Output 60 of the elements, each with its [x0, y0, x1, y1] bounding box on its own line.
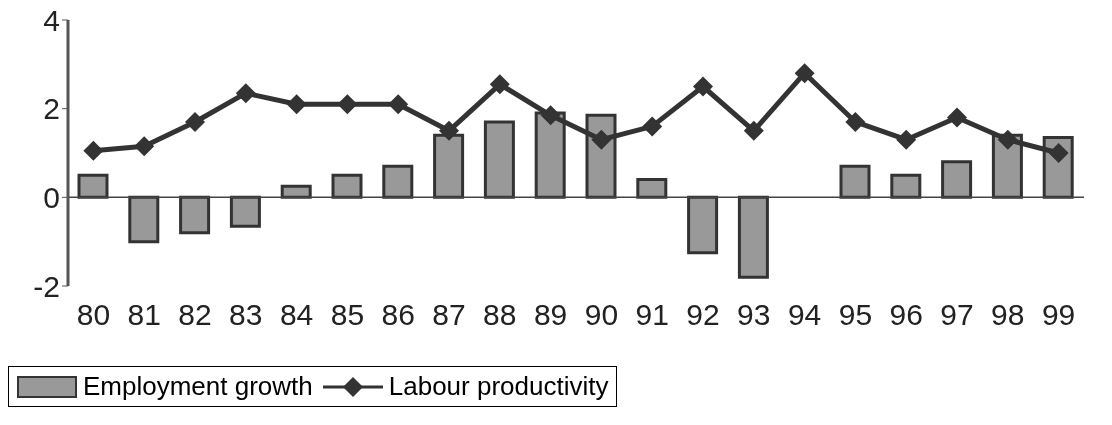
bar: [687, 195, 719, 255]
x-tick-label: 91: [635, 298, 669, 332]
point: [794, 63, 815, 84]
point: [185, 111, 205, 132]
point: [235, 83, 256, 104]
point: [896, 129, 917, 150]
bar: [280, 184, 312, 199]
y-tick-label: 0: [43, 180, 60, 214]
x-tick-label: 94: [787, 298, 822, 332]
bar: [636, 178, 668, 199]
bar: [229, 195, 261, 228]
point: [642, 116, 663, 137]
point: [134, 136, 155, 157]
x-tick-label: 86: [381, 298, 415, 332]
point: [439, 120, 459, 141]
x-tick-label: 82: [178, 298, 212, 332]
x-tick-label: 85: [330, 298, 365, 332]
bar: [839, 164, 871, 199]
x-tick-label: 92: [686, 298, 720, 332]
legend-label: Employment growth: [83, 371, 313, 402]
x-tick-label: 96: [889, 298, 923, 332]
x-tick-label: 95: [838, 298, 873, 332]
legend-label: Labour productivity: [388, 371, 609, 402]
y-tick-label: -2: [33, 269, 60, 303]
y-tick-label: 4: [43, 3, 60, 37]
x-tick-label: 81: [127, 298, 161, 332]
point: [997, 129, 1018, 150]
bar: [179, 195, 211, 235]
x-tick-label: 80: [76, 298, 111, 332]
x-tick-label: 87: [432, 298, 466, 332]
point: [743, 120, 764, 141]
x-tick-label: 99: [1041, 298, 1076, 332]
bar: [890, 173, 922, 199]
x-tick-label: 83: [229, 298, 263, 332]
x-tick-label: 98: [991, 298, 1025, 332]
bar: [382, 164, 414, 199]
point: [1048, 143, 1069, 163]
bar: [737, 195, 769, 279]
point: [540, 105, 561, 126]
bar: [331, 173, 363, 199]
bar: [941, 160, 973, 199]
point: [489, 74, 510, 95]
x-tick-label: 97: [940, 298, 974, 332]
x-tick-label: 90: [584, 298, 619, 332]
point: [83, 140, 104, 161]
y-tick-label: 2: [43, 92, 60, 126]
x-tick-label: 93: [737, 298, 771, 332]
bar: [483, 120, 515, 199]
point: [845, 111, 866, 132]
x-tick-label: 88: [483, 298, 517, 332]
point: [388, 94, 409, 115]
point: [693, 76, 713, 97]
bar: [128, 195, 160, 244]
x-tick-label: 84: [279, 298, 314, 332]
bar: [77, 173, 109, 199]
point: [337, 94, 358, 115]
point: [591, 129, 612, 150]
x-tick-label: 89: [533, 298, 568, 332]
point: [286, 94, 307, 115]
point: [947, 107, 967, 128]
